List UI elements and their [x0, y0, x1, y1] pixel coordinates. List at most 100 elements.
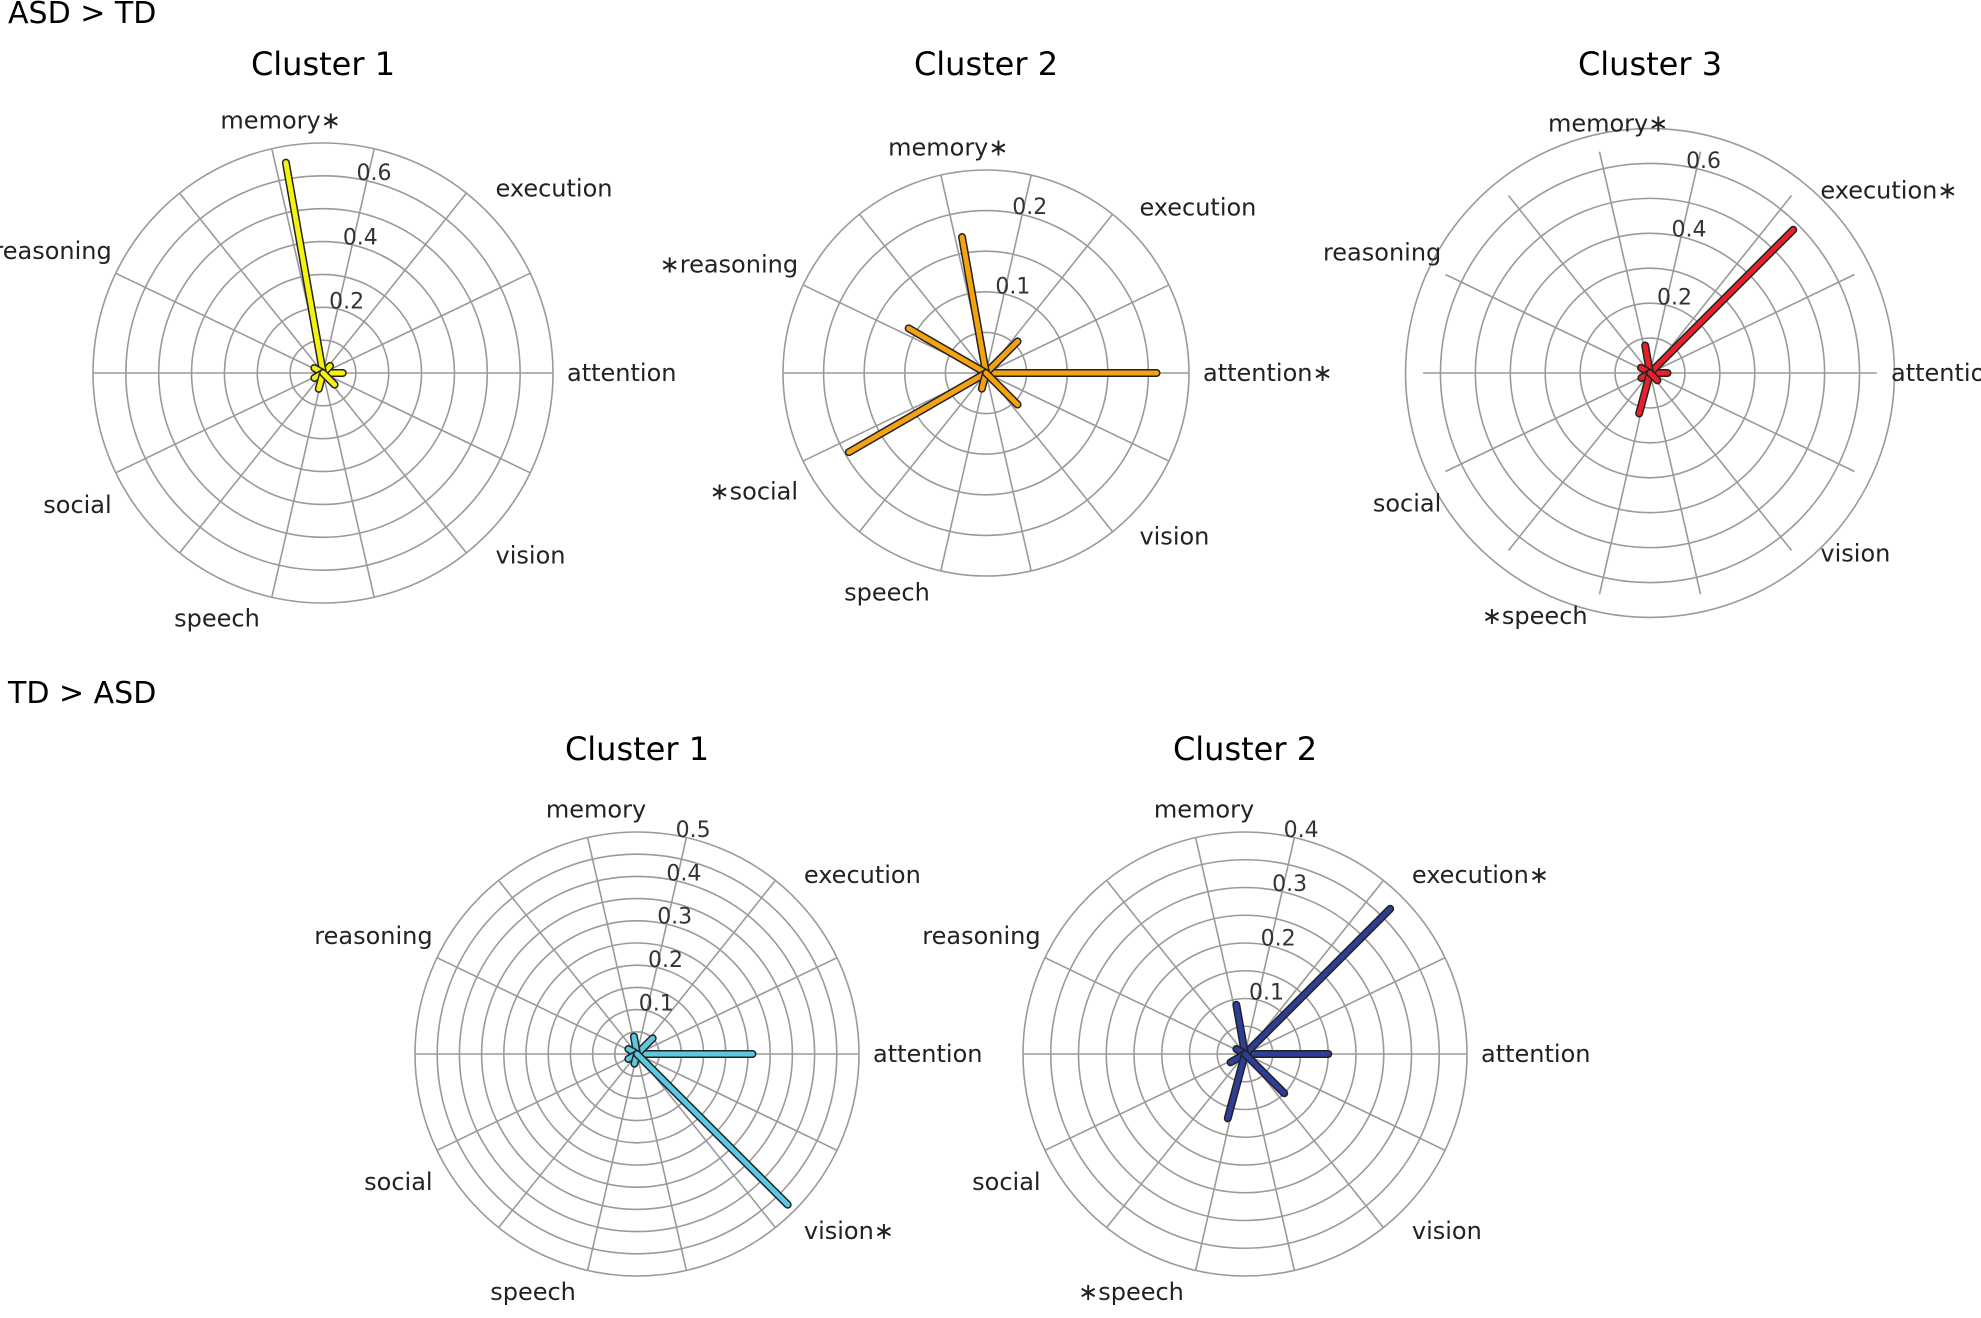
category-label-execution: execution: [496, 174, 613, 202]
category-label-social: social: [1373, 490, 1441, 518]
category-label-reasoning: reasoning: [1323, 239, 1441, 267]
grid-spoke: [115, 372, 324, 474]
chart-title: Cluster 3: [1578, 45, 1722, 83]
category-label-memory: memory∗: [220, 107, 340, 135]
data-spoke-execution: [1647, 227, 1796, 376]
radar-chart-1: Cluster 1 0.2 0.4 0.6 attention execution memo…: [0, 45, 676, 633]
category-label-speech: speech: [490, 1278, 576, 1306]
tick-label: 0.3: [1272, 872, 1307, 897]
category-label-memory: memory: [1154, 796, 1254, 824]
tick-label: 0.5: [676, 818, 711, 843]
data-spoke-vision: [1242, 1051, 1287, 1096]
grid-spoke: [322, 372, 375, 598]
grid-spoke: [1598, 151, 1651, 374]
tick-label: 0.4: [1672, 217, 1707, 242]
category-label-vision: vision: [1139, 522, 1209, 550]
grid-spoke: [586, 837, 638, 1055]
data-spoke-execution: [983, 338, 1021, 376]
grid-spoke: [497, 1053, 638, 1229]
grid-spoke: [636, 837, 688, 1055]
grid-spoke: [1044, 956, 1246, 1055]
radar-chart-4: Cluster 1 0.1 0.2 0.3 0.4 0.5 attention executi…: [314, 730, 982, 1306]
tick-label: 0.6: [1686, 149, 1721, 174]
grid-spoke: [1649, 372, 1793, 551]
grid-spoke: [1244, 879, 1385, 1055]
tick-label: 0.4: [343, 225, 378, 250]
grid-spoke: [1649, 372, 1855, 473]
chart-title: Cluster 2: [1173, 730, 1317, 768]
grid-spoke: [636, 1053, 777, 1229]
category-label-reasoning: reasoning: [314, 922, 432, 950]
category-label-vision: vision: [1820, 539, 1890, 567]
tick-label: 0.2: [1261, 926, 1296, 951]
category-label-attention: attention: [567, 359, 676, 387]
category-label-vision: vision∗: [804, 1217, 894, 1245]
grid-spoke: [1044, 1053, 1246, 1152]
tick-label: 0.2: [1012, 195, 1047, 220]
category-label-memory: memory∗: [1548, 110, 1668, 138]
category-label-vision: vision: [496, 542, 566, 570]
grid-spoke: [1649, 151, 1702, 374]
data-spoke-memory: [1233, 1002, 1248, 1057]
grid-spoke: [497, 879, 638, 1055]
category-label-attention: attention: [1481, 1040, 1590, 1068]
chart-title: Cluster 1: [565, 730, 709, 768]
category-label-execution: execution∗: [1820, 177, 1957, 205]
grid-spoke: [322, 372, 531, 474]
tick-label: 0.6: [356, 161, 391, 186]
tick-label: 0.2: [329, 290, 364, 315]
grid-spoke: [636, 1053, 838, 1152]
radar-chart-5: Cluster 2 0.1 0.2 0.3 0.4 attention execution∗…: [922, 730, 1590, 1306]
grid-spoke: [1445, 372, 1651, 473]
radar-chart-2: Cluster 2 0.1 0.2 attention∗ execution memory…: [660, 45, 1333, 607]
category-label-vision: vision: [1412, 1217, 1482, 1245]
grid-spoke: [115, 272, 324, 374]
category-label-social: ∗social: [710, 478, 799, 506]
grid-spoke: [1244, 837, 1296, 1055]
tick-label: 0.2: [648, 948, 683, 973]
grid-spoke: [586, 1053, 638, 1271]
grid-spoke: [1649, 273, 1855, 374]
grid-spoke: [271, 372, 324, 598]
grid-spoke: [1244, 1053, 1385, 1229]
chart-title: Cluster 2: [914, 45, 1058, 83]
tick-label: 0.3: [657, 905, 692, 930]
data-spoke-vision: [320, 370, 338, 388]
section-label-td-gt-asd: TD > ASD: [8, 676, 157, 711]
grid-spoke: [436, 1053, 638, 1152]
data-spoke-reasoning: [906, 325, 989, 376]
grid-spoke: [858, 372, 987, 533]
category-label-reasoning: reasoning: [922, 922, 1040, 950]
grid-spoke: [1445, 273, 1651, 374]
category-label-execution: execution: [1139, 194, 1256, 222]
radar-chart-3: Cluster 3 0.2 0.4 0.6 attention execution∗ mem…: [1323, 45, 1981, 630]
data-spoke-vision: [983, 370, 1021, 408]
grid-spoke: [322, 272, 531, 374]
tick-label: 0.2: [1657, 286, 1692, 311]
category-label-attention: attention∗: [1203, 359, 1333, 387]
tick-label: 0.1: [1249, 981, 1284, 1006]
chart-title: Cluster 1: [251, 45, 395, 83]
tick-label: 0.4: [666, 861, 701, 886]
tick-label: 0.1: [995, 275, 1030, 300]
grid-spoke: [178, 372, 324, 554]
data-spoke-vision: [1647, 370, 1660, 383]
data-spoke-social: [846, 370, 989, 455]
grid-spoke: [436, 956, 638, 1055]
category-label-speech: speech: [174, 605, 260, 633]
category-label-memory: memory: [546, 796, 646, 824]
grid-spoke: [322, 372, 468, 554]
grid-spoke: [1105, 879, 1246, 1055]
tick-label: 0.4: [1284, 818, 1319, 843]
data-spoke-speech: [1636, 370, 1653, 416]
grid-spoke: [985, 372, 1032, 572]
grid-spoke: [636, 879, 777, 1055]
category-label-attention: attention: [1891, 359, 1981, 387]
grid-spoke: [985, 174, 1032, 374]
grid-spoke: [985, 372, 1170, 462]
grid-ring: [1404, 127, 1896, 619]
category-label-memory: memory∗: [888, 133, 1008, 161]
grid-spoke: [1244, 956, 1446, 1055]
grid-spoke: [1649, 372, 1702, 595]
